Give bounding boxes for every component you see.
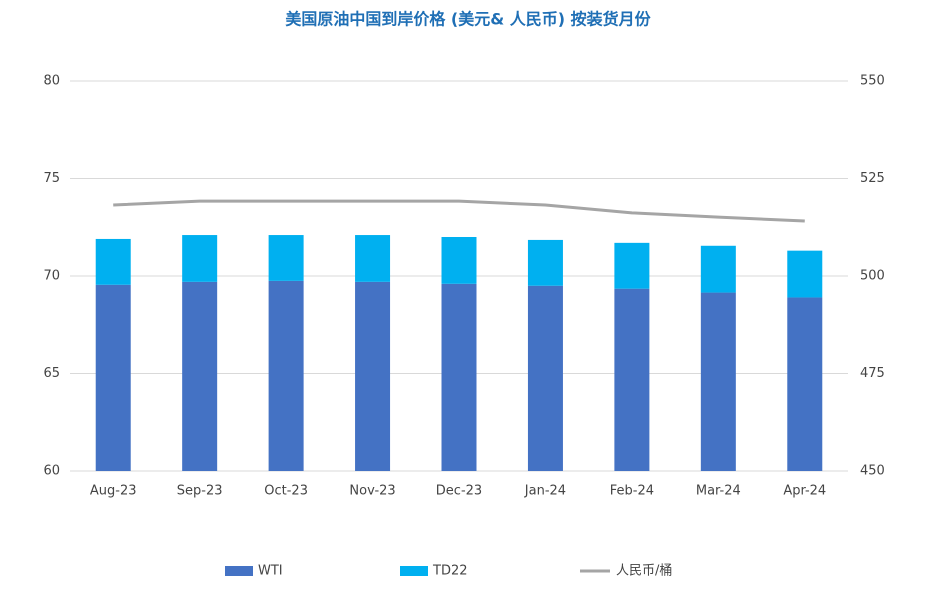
x-tick-label: Mar-24 [696, 484, 741, 499]
y-tick-label: 70 [43, 269, 60, 284]
x-tick-label: Feb-24 [610, 484, 654, 499]
bar [527, 239, 563, 286]
legend-label: TD22 [432, 564, 468, 579]
legend-swatch [400, 566, 428, 576]
bar [355, 281, 391, 471]
bar [355, 235, 391, 282]
bar [700, 292, 736, 471]
x-tick-label: Apr-24 [783, 484, 826, 499]
y2-tick-label: 475 [860, 366, 885, 381]
y-tick-label: 60 [43, 464, 60, 479]
bar [182, 281, 218, 471]
x-tick-label: Jan-24 [524, 484, 566, 499]
x-tick-label: Nov-23 [349, 484, 395, 499]
legend-swatch [225, 566, 253, 576]
y2-tick-label: 450 [860, 464, 885, 479]
bar [95, 238, 131, 285]
bar [787, 250, 823, 298]
legend-label: 人民币/桶 [616, 564, 672, 579]
x-tick-label: Sep-23 [177, 484, 223, 499]
bar [95, 284, 131, 471]
legend-label: WTI [258, 564, 283, 579]
bar [787, 297, 823, 471]
y2-tick-label: 500 [860, 269, 885, 284]
y-tick-label: 80 [43, 74, 60, 89]
x-tick-label: Aug-23 [90, 484, 137, 499]
bar [268, 280, 304, 471]
x-tick-label: Dec-23 [436, 484, 482, 499]
bar [441, 237, 477, 284]
x-tick-label: Oct-23 [264, 484, 308, 499]
bar [182, 235, 218, 282]
line [113, 199, 805, 223]
bar [700, 245, 736, 293]
bar [441, 283, 477, 471]
y-tick-label: 65 [43, 366, 60, 381]
chart-title: 美国原油中国到岸价格 (美元& 人民币) 按装货月份 [285, 10, 651, 29]
bar [527, 285, 563, 471]
y2-tick-label: 525 [860, 171, 885, 186]
y-tick-label: 75 [43, 171, 60, 186]
y2-tick-label: 550 [860, 74, 885, 89]
bar [614, 288, 650, 471]
bar [268, 235, 304, 281]
bar [614, 242, 650, 289]
